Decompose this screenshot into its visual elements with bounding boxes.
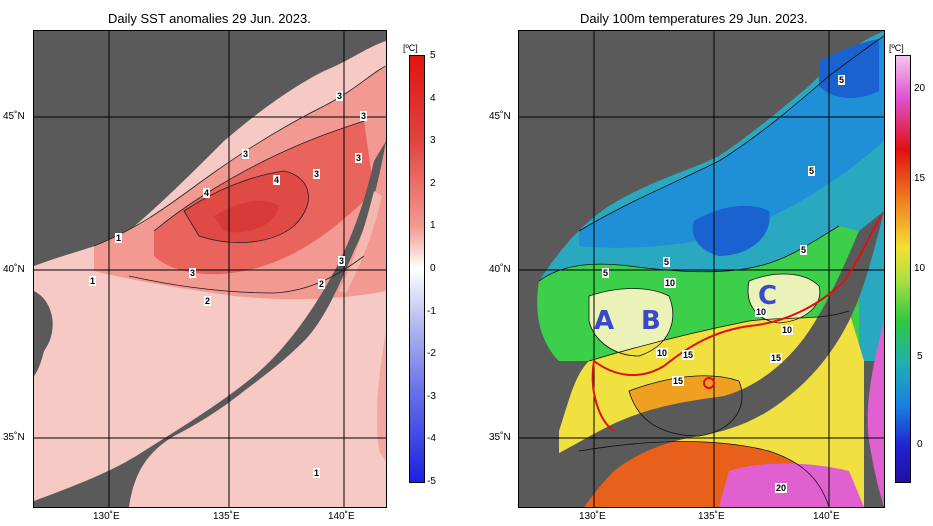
sst-anomaly-colorbar bbox=[409, 55, 425, 483]
colorbar-tick: 2 bbox=[430, 178, 436, 189]
lon-label-140: 140˚E bbox=[813, 511, 840, 522]
contour-label: 3 bbox=[355, 153, 363, 163]
contour-label: 5 bbox=[838, 75, 846, 85]
contour-label: 4 bbox=[203, 188, 211, 198]
left-map-title: Daily SST anomalies 29 Jun. 2023. bbox=[108, 11, 311, 26]
colorbar-tick: -5 bbox=[427, 476, 436, 487]
contour-label: 5 bbox=[663, 257, 671, 267]
lon-label-135: 135˚E bbox=[213, 511, 240, 522]
contour-label: 2 bbox=[204, 296, 212, 306]
colorbar-tick: 4 bbox=[430, 93, 436, 104]
colorbar-tick: 5 bbox=[430, 50, 436, 61]
contour-label: 3 bbox=[242, 149, 250, 159]
colorbar-tick: 5 bbox=[917, 351, 923, 362]
lat-label-45: 45˚N bbox=[3, 111, 25, 122]
colorbar-tick: 0 bbox=[917, 439, 923, 450]
sst-anomaly-map: 3 3 3 3 3 4 4 3 1 1 3 2 2 2 1 bbox=[33, 30, 387, 508]
contour-label: 20 bbox=[775, 483, 788, 493]
temperature-100m-map: 5 5 5 5 5 5 10 10 10 10 10 15 15 15 20 A… bbox=[518, 30, 885, 508]
contour-label: 5 bbox=[800, 245, 808, 255]
left-colorbar-unit: [ºC] bbox=[403, 43, 418, 53]
contour-label: 3 bbox=[189, 268, 197, 278]
contour-label: 15 bbox=[672, 376, 685, 386]
colorbar-tick: 20 bbox=[914, 83, 926, 94]
colorbar-tick: -1 bbox=[427, 306, 436, 317]
lat-label-45: 45˚N bbox=[489, 111, 511, 122]
lon-label-130: 130˚E bbox=[579, 511, 606, 522]
lat-label-40: 40˚N bbox=[489, 264, 511, 275]
contour-label: 10 bbox=[755, 307, 768, 317]
contour-label: 4 bbox=[273, 175, 281, 185]
contour-label: 1 bbox=[313, 468, 321, 478]
contour-label: 1 bbox=[115, 233, 123, 243]
temperature-colorbar bbox=[895, 55, 911, 483]
colorbar-tick: 3 bbox=[430, 135, 436, 146]
contour-label: 10 bbox=[664, 278, 677, 288]
colorbar-tick: -2 bbox=[427, 348, 436, 359]
contour-label: 10 bbox=[656, 348, 669, 358]
right-map-title: Daily 100m temperatures 29 Jun. 2023. bbox=[580, 11, 808, 26]
lon-label-140: 140˚E bbox=[328, 511, 355, 522]
colorbar-tick: 0 bbox=[430, 263, 436, 274]
lon-label-130: 130˚E bbox=[93, 511, 120, 522]
contour-label: 1 bbox=[89, 276, 97, 286]
contour-label: 15 bbox=[770, 353, 783, 363]
contour-label: 3 bbox=[338, 256, 346, 266]
contour-label: 5 bbox=[602, 268, 610, 278]
colorbar-tick: -4 bbox=[427, 433, 436, 444]
contour-label: 2 bbox=[318, 279, 326, 289]
zone-label-b: B bbox=[641, 306, 661, 336]
colorbar-tick: 15 bbox=[914, 173, 926, 184]
zone-label-c: C bbox=[758, 281, 778, 311]
lat-label-40: 40˚N bbox=[3, 264, 25, 275]
contour-label: 3 bbox=[360, 111, 368, 121]
lat-label-35: 35˚N bbox=[489, 432, 511, 443]
contour-label: 5 bbox=[808, 166, 816, 176]
contour-label: 10 bbox=[781, 325, 794, 335]
colorbar-tick: 1 bbox=[430, 220, 436, 231]
colorbar-tick: 10 bbox=[914, 263, 926, 274]
contour-label: 3 bbox=[313, 169, 321, 179]
right-colorbar-unit: [ºC] bbox=[889, 43, 904, 53]
zone-label-a: A bbox=[594, 306, 615, 336]
lat-label-35: 35˚N bbox=[3, 432, 25, 443]
lon-label-135: 135˚E bbox=[698, 511, 725, 522]
contour-label: 3 bbox=[336, 91, 344, 101]
colorbar-tick: -3 bbox=[427, 391, 436, 402]
contour-label: 15 bbox=[682, 350, 695, 360]
